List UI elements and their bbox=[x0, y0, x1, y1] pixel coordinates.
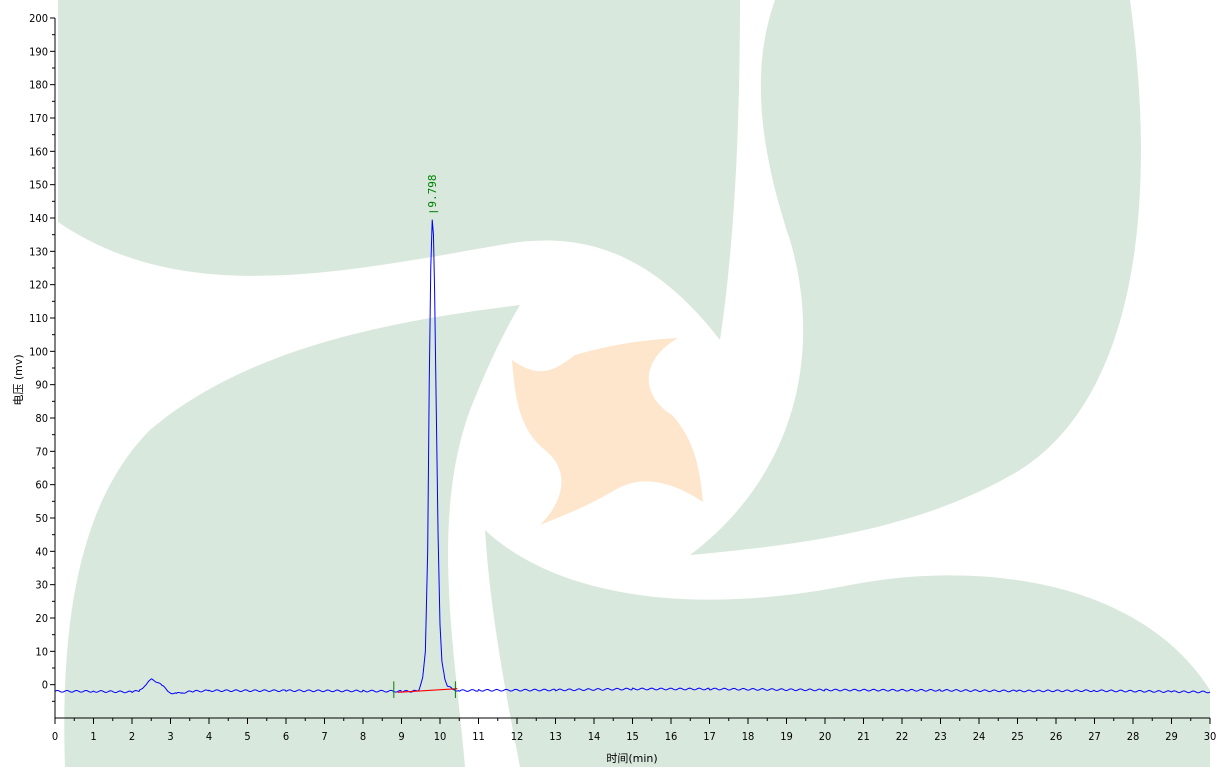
integration-baseline bbox=[397, 688, 458, 693]
y-tick-label: 110 bbox=[29, 312, 48, 325]
x-tick-label: 29 bbox=[1165, 730, 1178, 743]
axes: 0102030405060708090100110120130140150160… bbox=[29, 12, 1216, 743]
watermark-leaf-bottom-right bbox=[485, 530, 1210, 767]
x-tick-label: 22 bbox=[896, 730, 909, 743]
y-tick-label: 180 bbox=[29, 79, 48, 92]
watermark-logo bbox=[58, 0, 1210, 767]
x-tick-label: 4 bbox=[206, 730, 212, 743]
watermark-leaf-top-left bbox=[58, 0, 740, 340]
x-tick-label: 30 bbox=[1204, 730, 1216, 743]
x-tick-label: 14 bbox=[588, 730, 601, 743]
y-tick-label: 150 bbox=[29, 179, 48, 192]
watermark-center-flower bbox=[512, 338, 703, 525]
x-tick-label: 24 bbox=[973, 730, 986, 743]
x-tick-label: 0 bbox=[52, 730, 58, 743]
x-tick-label: 3 bbox=[167, 730, 173, 743]
y-tick-label: 90 bbox=[35, 379, 48, 392]
y-tick-label: 20 bbox=[35, 612, 48, 625]
x-tick-label: 8 bbox=[360, 730, 366, 743]
x-tick-label: 27 bbox=[1088, 730, 1101, 743]
y-tick-label: 40 bbox=[35, 545, 48, 558]
y-tick-label: 190 bbox=[29, 45, 48, 58]
x-tick-label: 17 bbox=[703, 730, 716, 743]
watermark-leaf-bottom-left bbox=[64, 305, 521, 767]
x-tick-label: 26 bbox=[1050, 730, 1063, 743]
x-tick-label: 2 bbox=[129, 730, 135, 743]
x-tick-label: 13 bbox=[549, 730, 562, 743]
plot-area: 9.798 bbox=[54, 175, 1211, 698]
x-tick-label: 16 bbox=[665, 730, 678, 743]
x-tick-label: 6 bbox=[283, 730, 289, 743]
x-tick-label: 25 bbox=[1011, 730, 1024, 743]
x-tick-label: 5 bbox=[244, 730, 250, 743]
y-tick-label: 10 bbox=[35, 645, 48, 658]
x-tick-label: 23 bbox=[934, 730, 947, 743]
y-tick-label: 120 bbox=[29, 279, 48, 292]
x-tick-label: 28 bbox=[1127, 730, 1140, 743]
x-tick-label: 10 bbox=[434, 730, 447, 743]
y-tick-label: 60 bbox=[35, 479, 48, 492]
x-tick-label: 11 bbox=[472, 730, 485, 743]
y-tick-label: 0 bbox=[42, 679, 48, 692]
y-axis-title: 电压 (mv) bbox=[12, 354, 25, 405]
x-tick-label: 20 bbox=[819, 730, 832, 743]
y-tick-label: 50 bbox=[35, 512, 48, 525]
y-tick-label: 140 bbox=[29, 212, 48, 225]
y-tick-label: 80 bbox=[35, 412, 48, 425]
x-tick-label: 9 bbox=[398, 730, 404, 743]
x-tick-label: 1 bbox=[90, 730, 96, 743]
y-tick-label: 200 bbox=[29, 12, 48, 25]
x-tick-label: 21 bbox=[857, 730, 870, 743]
x-axis-title: 时间(min) bbox=[606, 752, 657, 765]
y-tick-label: 30 bbox=[35, 579, 48, 592]
peak-label: 9.798 bbox=[426, 175, 439, 208]
y-tick-label: 170 bbox=[29, 112, 48, 125]
watermark-leaf-top-right bbox=[690, 0, 1141, 555]
x-tick-label: 12 bbox=[511, 730, 524, 743]
x-tick-label: 18 bbox=[742, 730, 755, 743]
y-tick-label: 130 bbox=[29, 245, 48, 258]
x-tick-label: 15 bbox=[626, 730, 639, 743]
series-line-0 bbox=[54, 219, 1211, 695]
x-tick-label: 7 bbox=[321, 730, 327, 743]
y-tick-label: 100 bbox=[29, 345, 48, 358]
y-tick-label: 160 bbox=[29, 145, 48, 158]
x-tick-label: 19 bbox=[780, 730, 793, 743]
y-tick-label: 70 bbox=[35, 445, 48, 458]
